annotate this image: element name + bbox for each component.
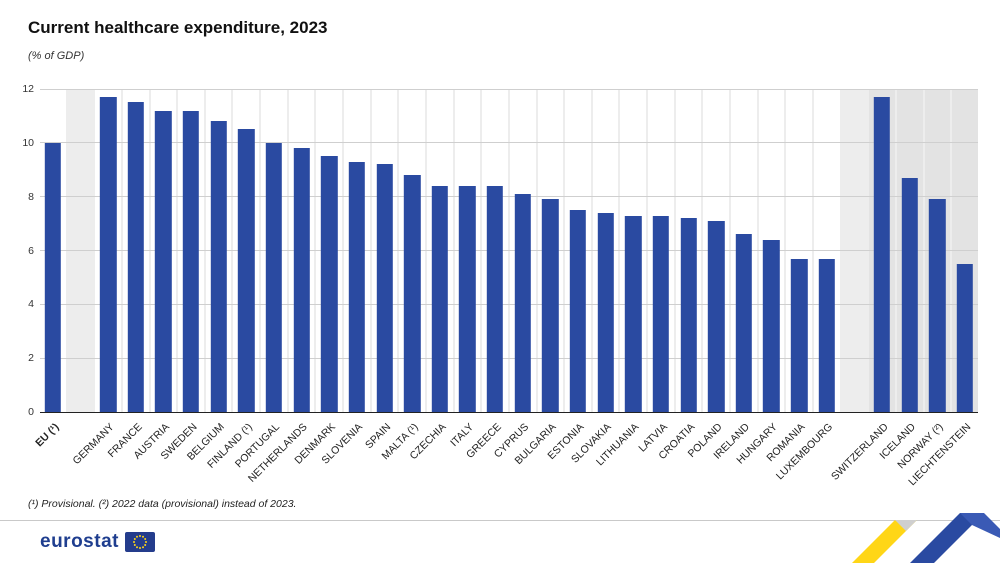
chart-bar xyxy=(321,156,338,412)
chart-bar xyxy=(956,263,974,412)
chart-bar xyxy=(99,97,117,412)
chart-bar xyxy=(238,129,255,412)
y-tick-label-12: 12 xyxy=(22,83,34,95)
chart-bar xyxy=(265,142,283,412)
chart-bar xyxy=(431,185,448,412)
eurostat-logo-text: eurostat xyxy=(40,531,119,552)
y-tick-label-2: 2 xyxy=(28,352,34,365)
bar-chart: EU (¹) Germany France Austria Sweden Belgium F… xyxy=(22,83,978,488)
gridline-4 xyxy=(40,303,978,305)
eurostat-logo: eurostat xyxy=(40,531,155,553)
chart-bar xyxy=(818,258,835,412)
chart-bar xyxy=(652,215,670,412)
footnote: (¹) Provisional. (²) 2022 data (provisio… xyxy=(28,498,297,510)
gridline-12 xyxy=(40,88,978,90)
chart-bar xyxy=(542,199,559,412)
chart-bar xyxy=(790,258,808,412)
chart-bar xyxy=(735,234,753,412)
chart-bar xyxy=(376,164,393,412)
chart-bar xyxy=(182,110,200,412)
chart-bar xyxy=(293,148,310,412)
chart-bar xyxy=(569,210,587,412)
chart-bar xyxy=(707,220,725,412)
eu-flag-icon xyxy=(124,532,155,552)
chart-bar xyxy=(127,102,144,412)
y-tick-label-6: 6 xyxy=(28,244,34,257)
y-tick-label-0: 0 xyxy=(28,406,34,418)
decorative-ribbon xyxy=(852,513,1000,563)
chart-title: Current healthcare expenditure, 2023 xyxy=(28,18,328,37)
chart-bar xyxy=(348,161,366,412)
bar-column: Germany xyxy=(71,89,121,467)
gridline-8 xyxy=(40,196,978,198)
chart-bar xyxy=(486,185,504,412)
gridline-10 xyxy=(40,142,978,144)
chart-bar xyxy=(597,212,614,412)
gridline-6 xyxy=(40,250,978,251)
chart-bar xyxy=(155,110,172,412)
chart-bar xyxy=(459,185,476,412)
chart-bar xyxy=(625,215,642,412)
chart-bar xyxy=(403,175,421,412)
chart-bar xyxy=(763,239,780,412)
y-tick-label-4: 4 xyxy=(28,298,34,311)
footer-divider xyxy=(0,520,1000,521)
chart-bar xyxy=(210,121,227,412)
x-axis-label: EU (¹) xyxy=(33,421,62,450)
chart-bar xyxy=(873,97,891,412)
chart-bar xyxy=(514,193,531,412)
y-tick-label-8: 8 xyxy=(28,190,34,203)
chart-subtitle: (% of GDP) xyxy=(28,50,85,62)
y-tick-label-10: 10 xyxy=(22,136,34,149)
chart-bar xyxy=(901,177,918,412)
gridline-2 xyxy=(40,357,978,359)
chart-bar xyxy=(680,218,697,412)
x-axis-label: Germany xyxy=(70,421,117,468)
chart-bar xyxy=(929,199,946,412)
chart-bar xyxy=(44,142,62,412)
